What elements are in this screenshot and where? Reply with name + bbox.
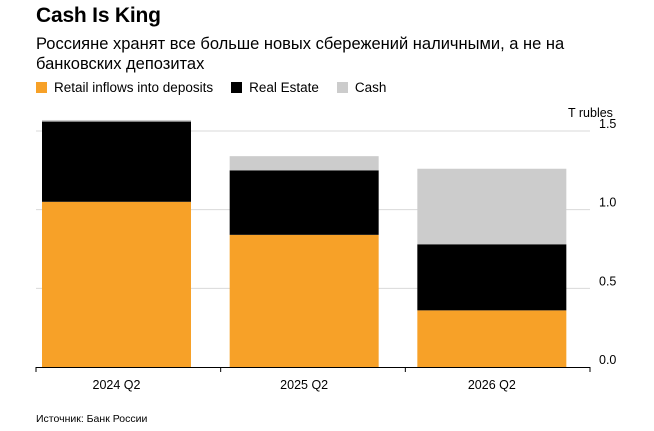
bar-segment-cash: [42, 119, 191, 122]
source-note: Источник: Банк России: [36, 413, 148, 425]
bar-segment-cash: [229, 156, 379, 171]
bar-segment-retail-inflows-into-deposits: [229, 234, 379, 367]
bar-segment-retail-inflows-into-deposits: [417, 310, 567, 367]
axes: 1.5 1.0 0.5 0.0 T rubles 2024 Q2 2025 Q2 2026 Q…: [35, 106, 616, 392]
y-tick-label: 1.0: [599, 196, 616, 210]
bar-segment-retail-inflows-into-deposits: [42, 201, 191, 367]
legend-label-real-estate: Real Estate: [249, 80, 319, 95]
x-tick-label: 2024 Q2: [93, 378, 141, 392]
chart-title: Cash Is King: [36, 4, 161, 27]
legend-swatch-retail-inflows: [36, 82, 47, 93]
bar-segment-real-estate: [417, 244, 567, 311]
y-axis-label: T rubles: [568, 106, 613, 120]
y-tick-label: 0.5: [599, 274, 616, 288]
legend: Retail inflows into deposits Real Estate…: [36, 80, 404, 95]
bar-segment-cash: [417, 168, 567, 245]
x-tick-label: 2025 Q2: [280, 378, 328, 392]
legend-label-retail-inflows: Retail inflows into deposits: [54, 80, 214, 95]
bar-segment-real-estate: [42, 121, 191, 202]
bar-segment-real-estate: [229, 170, 379, 235]
y-tick-label: 0.0: [599, 353, 616, 367]
legend-swatch-real-estate: [231, 82, 243, 93]
legend-item-cash: Cash: [336, 80, 387, 95]
legend-item-retail-inflows: Retail inflows into deposits: [36, 80, 213, 95]
chart-subtitle: Россияне хранят все больше новых сбереже…: [36, 35, 565, 73]
legend-label-cash: Cash: [354, 80, 387, 95]
bars: [42, 119, 567, 367]
x-tick-label: 2026 Q2: [468, 378, 516, 392]
legend-item-real-estate: Real Estate: [231, 80, 319, 95]
y-tick-label: 1.5: [599, 117, 616, 131]
legend-swatch-cash: [336, 82, 348, 93]
